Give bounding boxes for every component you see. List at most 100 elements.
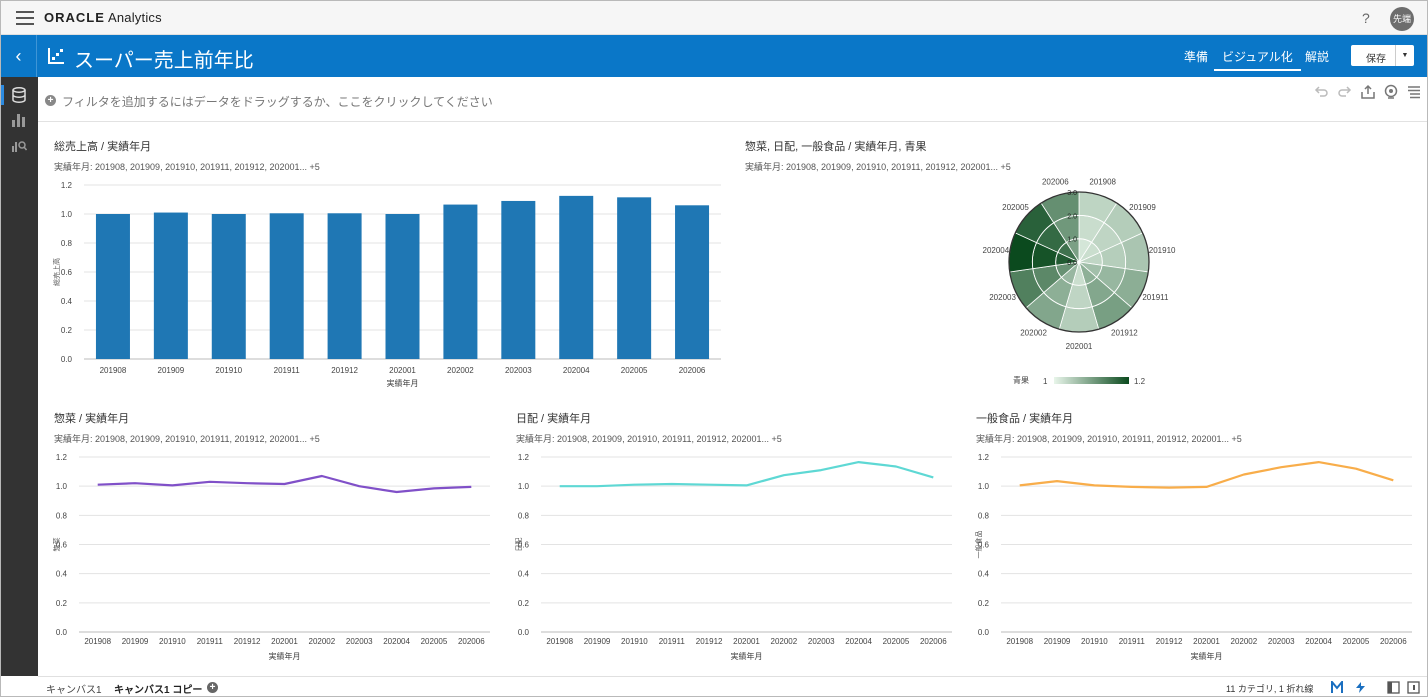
x-tick-label: 202005 <box>421 637 448 646</box>
y-tick-label: 0.2 <box>978 599 990 608</box>
viz-title: 日配 / 実績年月 <box>516 413 592 425</box>
r-tick-label: 0.0 <box>1067 260 1077 267</box>
filter-bar[interactable]: + フィルタを追加するにはデータをドラッグするか、ここをクリックしてください <box>38 77 1427 122</box>
x-tick-label: 201909 <box>584 637 611 646</box>
viz-title: 一般食品 / 実績年月 <box>976 413 1074 425</box>
x-tick-label: 201909 <box>122 637 149 646</box>
polar-segment <box>1058 306 1100 333</box>
legend-max: 1.2 <box>1134 377 1146 386</box>
export-icon[interactable] <box>1360 84 1376 100</box>
status-text: 11 カテゴリ, 1 折れ線 <box>1226 684 1314 694</box>
x-tick-label: 202001 <box>389 366 416 375</box>
x-tick-label: 202006 <box>1380 637 1407 646</box>
x-tick-label: 202002 <box>309 637 336 646</box>
x-tick-label: 202006 <box>458 637 485 646</box>
x-tick-label: 201908 <box>1006 637 1033 646</box>
analytics-panel-icon[interactable] <box>11 137 27 153</box>
redo-icon[interactable] <box>1337 84 1353 100</box>
grammar-icon[interactable] <box>1331 681 1344 694</box>
y-tick-label: 1.2 <box>978 453 990 462</box>
y-tick-label: 0.4 <box>61 297 73 306</box>
data-panel-icon[interactable] <box>11 87 27 103</box>
bar <box>559 195 594 359</box>
tab-visualize[interactable]: ビジュアル化 <box>1214 48 1301 71</box>
x-tick-label: 201908 <box>100 366 127 375</box>
x-tick-label: 201912 <box>234 637 261 646</box>
y-axis-label: 一般食品 <box>974 531 983 559</box>
x-tick-label: 201908 <box>546 637 573 646</box>
viz-subtitle: 実績年月: 201908, 201909, 201910, 201911, 20… <box>745 162 1011 172</box>
y-tick-label: 0.8 <box>56 511 68 520</box>
y-tick-label: 0.4 <box>56 570 68 579</box>
x-tick-label: 202002 <box>771 637 798 646</box>
category-label: 202002 <box>1020 329 1047 338</box>
x-tick-label: 202006 <box>920 637 947 646</box>
y-tick-label: 1.0 <box>61 210 73 219</box>
menu-list-icon[interactable] <box>1406 84 1422 100</box>
save-dropdown-icon[interactable]: ▼ <box>1395 45 1414 66</box>
series-line <box>559 461 934 488</box>
tab-prepare[interactable]: 準備 <box>1184 50 1209 64</box>
sidebar-selection-indicator <box>1 85 4 105</box>
x-tick-label: 202003 <box>505 366 532 375</box>
y-tick-label: 0.4 <box>518 570 530 579</box>
app-brand: ORACLE Analytics <box>44 10 162 25</box>
help-icon[interactable]: ? <box>1362 10 1370 26</box>
undo-icon[interactable] <box>1313 84 1329 100</box>
left-panel-toggle-icon[interactable] <box>1387 681 1400 694</box>
back-button[interactable]: ‹ <box>1 35 37 77</box>
category-label: 202004 <box>983 246 1010 255</box>
polar-chart[interactable]: 201908 201909 201910 201911 201912 202001 2020… <box>745 138 1345 393</box>
legend-min: 1 <box>1043 377 1048 386</box>
add-canvas-icon[interactable]: + <box>207 682 218 693</box>
category-label: 201908 <box>1089 177 1116 186</box>
y-tick-label: 0.8 <box>61 239 73 248</box>
y-tick-label: 1.2 <box>518 453 530 462</box>
filter-placeholder[interactable]: フィルタを追加するにはデータをドラッグするか、ここをクリックしてください <box>62 95 493 109</box>
presentation-icon[interactable] <box>1383 84 1399 100</box>
auto-apply-icon[interactable] <box>1354 681 1367 694</box>
y-axis-label: 日配 <box>515 538 523 552</box>
y-tick-label: 0.6 <box>61 268 73 277</box>
series-line <box>1019 461 1394 489</box>
hamburger-menu-icon[interactable] <box>16 11 34 25</box>
x-tick-label: 201910 <box>621 637 648 646</box>
user-avatar[interactable]: 先端 <box>1390 7 1414 31</box>
x-axis-label: 実績年月 <box>731 651 763 661</box>
y-tick-label: 0.0 <box>61 355 73 364</box>
viz-title: 惣菜, 日配, 一般食品 / 実績年月, 青果 <box>745 141 927 153</box>
x-tick-label: 202005 <box>621 366 648 375</box>
y-tick-label: 1.2 <box>56 453 68 462</box>
y-tick-label: 0.2 <box>61 326 73 335</box>
canvas-tab-2[interactable]: キャンバス1 コピー <box>114 685 203 696</box>
bar <box>153 212 188 359</box>
category-label: 202006 <box>1042 177 1069 186</box>
y-tick-label: 0.8 <box>978 511 990 520</box>
tab-narrate[interactable]: 解説 <box>1305 50 1330 64</box>
save-button[interactable]: 保存 ▼ <box>1351 45 1414 66</box>
bar <box>269 213 304 359</box>
y-tick-label: 0.0 <box>978 628 990 637</box>
category-label: 202001 <box>1066 342 1093 351</box>
add-filter-icon[interactable]: + <box>45 95 56 106</box>
r-tick-label: 1.0 <box>1067 237 1077 244</box>
x-tick-label: 201909 <box>1044 637 1071 646</box>
bar <box>327 213 362 359</box>
y-axis-label: 総売上高 <box>52 258 61 286</box>
right-panel-toggle-icon[interactable] <box>1407 681 1420 694</box>
canvas-tab-1[interactable]: キャンバス1 <box>46 685 102 696</box>
bar <box>385 214 420 359</box>
category-label: 201912 <box>1111 329 1138 338</box>
viz-title: 惣菜 / 実績年月 <box>54 413 130 425</box>
category-label: 202005 <box>1002 203 1029 212</box>
visualization-icon <box>48 48 64 64</box>
x-tick-label: 201911 <box>1119 637 1146 646</box>
visualizations-panel-icon[interactable] <box>11 112 27 128</box>
x-tick-label: 202004 <box>845 637 872 646</box>
bar <box>95 214 130 359</box>
